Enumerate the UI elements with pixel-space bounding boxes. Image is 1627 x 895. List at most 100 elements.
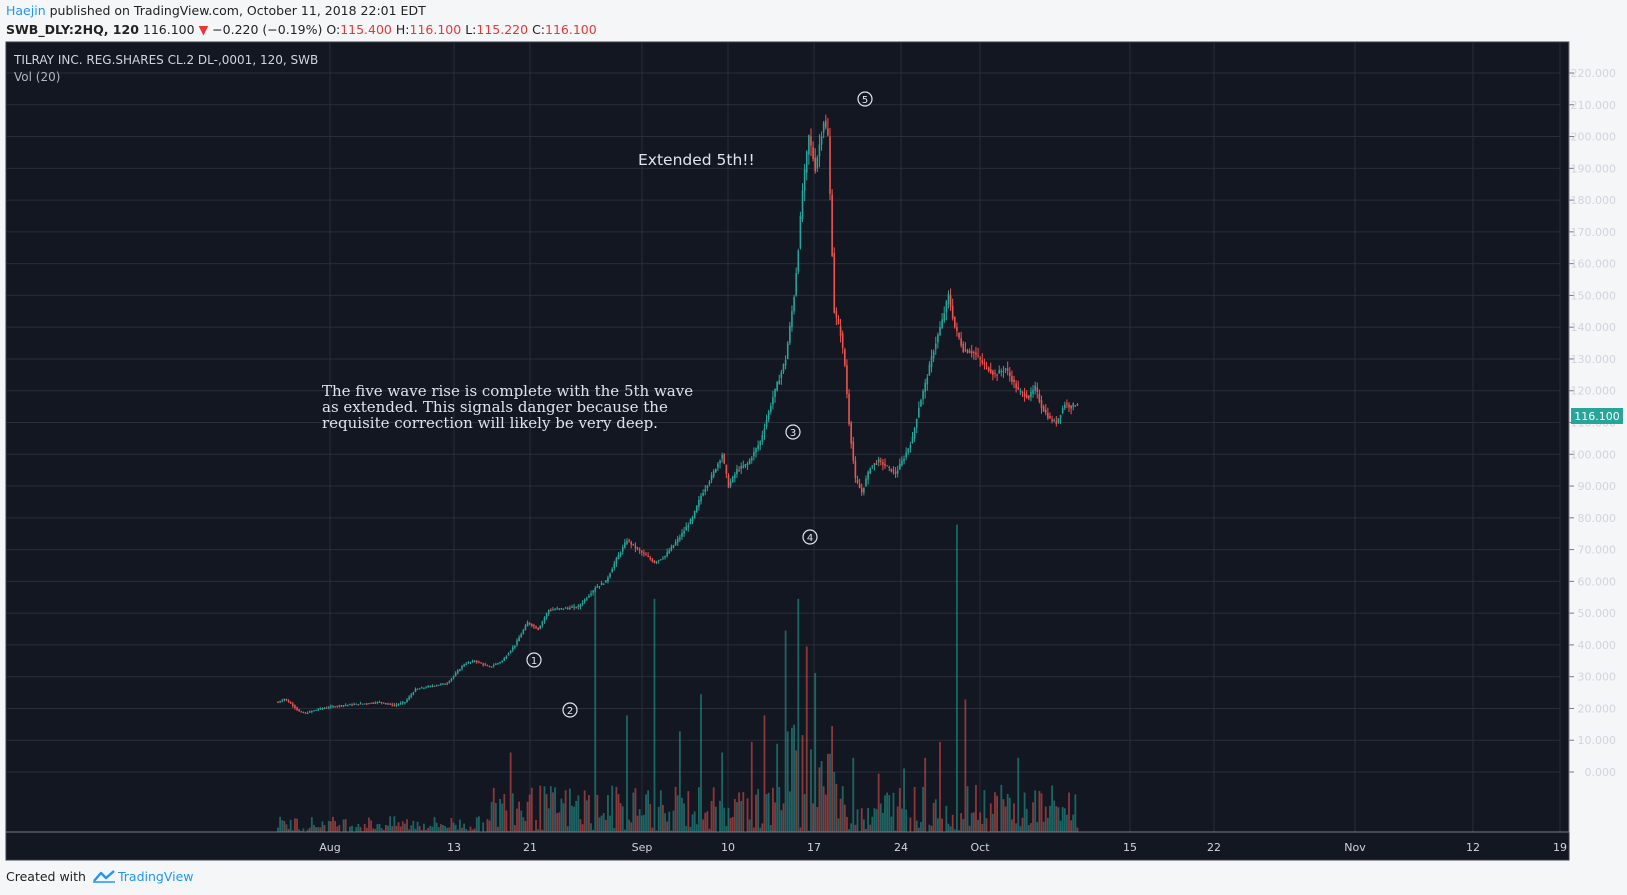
volume-bar — [968, 825, 971, 832]
ohlc-bar: SWB_DLY:2HQ, 120 116.100 ▼ −0.220 (−0.19… — [6, 22, 597, 37]
volume-bar — [983, 790, 986, 832]
volume-bar — [503, 794, 506, 832]
volume-bar — [856, 809, 859, 832]
candle-body — [727, 475, 730, 488]
volume-bar — [541, 829, 544, 832]
candle-body — [524, 625, 527, 631]
y-tick-label: 0.000 — [1585, 766, 1617, 779]
candle-body — [844, 349, 846, 366]
volume-bar — [1019, 826, 1022, 832]
y-tick-label: 70.000 — [1578, 544, 1617, 557]
candle-body — [1053, 419, 1056, 421]
candle-body — [1063, 404, 1066, 409]
volume-bar — [852, 757, 855, 832]
candle-body — [573, 606, 575, 608]
volume-bar — [924, 757, 927, 832]
volume-bar — [581, 824, 584, 832]
candle-body — [930, 356, 933, 367]
volume-bar — [323, 825, 326, 832]
candle-body — [399, 703, 402, 705]
candle-body — [279, 701, 281, 703]
candle-body — [977, 355, 979, 357]
candle-body — [937, 334, 939, 343]
price-change: −0.220 (−0.19%) — [212, 22, 323, 37]
y-tick-label: 90.000 — [1578, 480, 1617, 493]
volume-bar — [862, 819, 865, 832]
volume-bar — [507, 831, 510, 832]
candle-body — [640, 551, 643, 553]
volume-bar — [915, 820, 918, 832]
candle-body — [706, 485, 709, 488]
volume-bar — [884, 795, 886, 832]
volume-bar — [738, 792, 740, 832]
candle-body — [1049, 416, 1051, 419]
candle-body — [721, 454, 723, 459]
candles[interactable] — [277, 114, 1079, 715]
volume-bar — [765, 794, 768, 832]
candle-body — [1070, 405, 1072, 409]
volume-bar — [488, 820, 491, 832]
volume-bar — [695, 824, 698, 832]
volume-bar — [657, 806, 660, 832]
volume-bar — [420, 830, 423, 832]
candle-body — [968, 350, 971, 353]
volume-bar — [522, 817, 525, 832]
candle-body — [1061, 408, 1064, 413]
volume-bar — [803, 794, 806, 832]
x-axis[interactable]: Aug 13 21 Sep 10 17 24 Oct 15 22 Nov 12 19 — [319, 841, 1567, 854]
candle-body — [740, 466, 742, 469]
volume-bar — [499, 799, 501, 832]
volume-bar — [693, 811, 696, 832]
candle-body — [962, 343, 965, 352]
volume-bar — [442, 825, 444, 832]
candle-body — [643, 552, 645, 554]
candle-body — [645, 554, 647, 556]
volume-bar — [932, 802, 935, 832]
candle-body — [820, 136, 823, 145]
volume-bar — [291, 830, 294, 832]
candle-body — [446, 683, 448, 685]
tradingview-link[interactable]: TradingView — [117, 869, 194, 884]
candle-body — [562, 608, 565, 610]
candle-body — [550, 609, 552, 611]
candle-body — [856, 479, 859, 483]
volume-bar — [1076, 827, 1079, 832]
volume-bar — [425, 829, 427, 832]
volume-bar — [594, 588, 597, 832]
volume-bar — [989, 803, 992, 832]
volume-bar — [1038, 790, 1041, 832]
volume-bar — [604, 819, 607, 832]
symbol-legend: TILRAY INC. REG.SHARES CL.2 DL-,0001, 12… — [13, 53, 318, 67]
volume-bar — [805, 646, 808, 832]
volume-bar — [662, 804, 664, 832]
volume-bar — [509, 752, 512, 832]
y-axis[interactable]: 220.000 210.000 200.000 190.000 180.000 170.0… — [1569, 67, 1616, 779]
candle-body — [638, 549, 641, 551]
volume-bar — [416, 821, 419, 832]
candle-body — [693, 510, 696, 518]
volume-bar — [368, 817, 370, 832]
volume-bar — [533, 830, 535, 832]
volume-bar — [710, 800, 713, 832]
volume-bar — [556, 813, 559, 832]
volume-bar — [1051, 785, 1053, 832]
volume-bar — [681, 797, 683, 832]
author-link[interactable]: Haejin — [6, 3, 46, 18]
candle-body — [497, 662, 499, 664]
candle-body — [867, 471, 869, 480]
candle-body — [831, 194, 833, 256]
note-line-1: The five wave rise is complete with the … — [322, 382, 693, 400]
candle-body — [450, 678, 453, 681]
note-line-2: as extended. This signals danger because… — [322, 398, 668, 416]
candle-body — [448, 681, 451, 684]
candle-body — [444, 683, 446, 685]
candle-body — [647, 555, 649, 557]
candle-body — [327, 707, 330, 709]
candle-body — [482, 663, 484, 665]
volume-bar — [463, 823, 466, 832]
volume-bar — [539, 785, 542, 832]
volume-bar — [748, 819, 751, 832]
volume-bar — [979, 812, 982, 832]
volume-bar — [473, 828, 476, 832]
